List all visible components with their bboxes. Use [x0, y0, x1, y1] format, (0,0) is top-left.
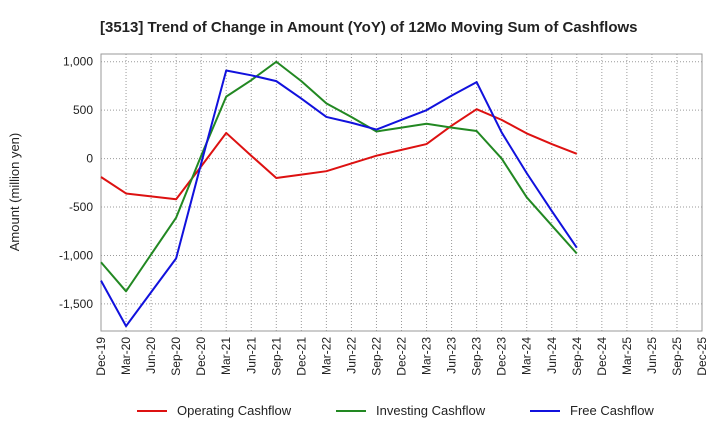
x-tick-label: Dec-23 — [495, 337, 509, 376]
series-line-investing-cashflow — [100, 60, 578, 293]
y-tick-labels: 1,000 500 0 -500 -1,000 -1,500 — [59, 55, 93, 311]
chart-title: [3513] Trend of Change in Amount (YoY) o… — [100, 19, 638, 36]
x-tick-label: Jun-22 — [344, 337, 358, 374]
legend-label-free-cashflow: Free Cashflow — [570, 403, 654, 418]
x-tick-label: Sep-20 — [169, 337, 183, 376]
x-tick-label: Jun-24 — [545, 337, 559, 374]
series-lines — [100, 60, 578, 328]
x-tick-label: Dec-24 — [595, 337, 609, 376]
legend: Operating Cashflow Investing Cashflow Free… — [137, 403, 654, 418]
x-tick-label: Dec-21 — [294, 337, 308, 376]
x-tick-label: Jun-21 — [244, 337, 258, 374]
y-tick-label: -500 — [69, 200, 93, 214]
x-tick-label: Sep-24 — [570, 337, 584, 376]
x-tick-label: Sep-25 — [670, 337, 684, 376]
x-tick-label: Jun-23 — [445, 337, 459, 374]
x-tick-label: Sep-21 — [269, 337, 283, 376]
x-tick-label: Mar-25 — [620, 337, 634, 375]
x-tick-label: Jun-25 — [645, 337, 659, 374]
x-tick-label: Sep-23 — [470, 337, 484, 376]
x-tick-label: Mar-21 — [219, 337, 233, 375]
y-tick-label: -1,500 — [59, 297, 93, 311]
x-tick-label: Dec-22 — [395, 337, 409, 376]
legend-label-investing-cashflow: Investing Cashflow — [376, 403, 486, 418]
x-tick-label: Dec-19 — [94, 337, 108, 376]
x-tick-label: Dec-20 — [194, 337, 208, 376]
x-tick-label: Mar-24 — [520, 337, 534, 375]
y-tick-label: 500 — [73, 103, 93, 117]
x-tick-label: Sep-22 — [369, 337, 383, 376]
x-tick-label: Mar-22 — [319, 337, 333, 375]
series-line-free-cashflow — [100, 69, 578, 328]
y-tick-label: -1,000 — [59, 248, 93, 262]
y-axis-title: Amount (million yen) — [7, 133, 22, 252]
y-tick-label: 1,000 — [63, 55, 93, 69]
x-tick-label: Dec-25 — [695, 337, 709, 376]
x-tick-label: Mar-23 — [420, 337, 434, 375]
legend-label-operating-cashflow: Operating Cashflow — [177, 403, 292, 418]
series-line-operating-cashflow — [100, 108, 578, 201]
y-tick-label: 0 — [86, 152, 93, 166]
x-tick-label: Mar-20 — [119, 337, 133, 375]
x-tick-label: Jun-20 — [144, 337, 158, 374]
grid — [100, 54, 703, 331]
x-tick-labels: Dec-19 Mar-20 Jun-20 Sep-20 Dec-20 Mar-21 Jun-… — [94, 337, 709, 376]
